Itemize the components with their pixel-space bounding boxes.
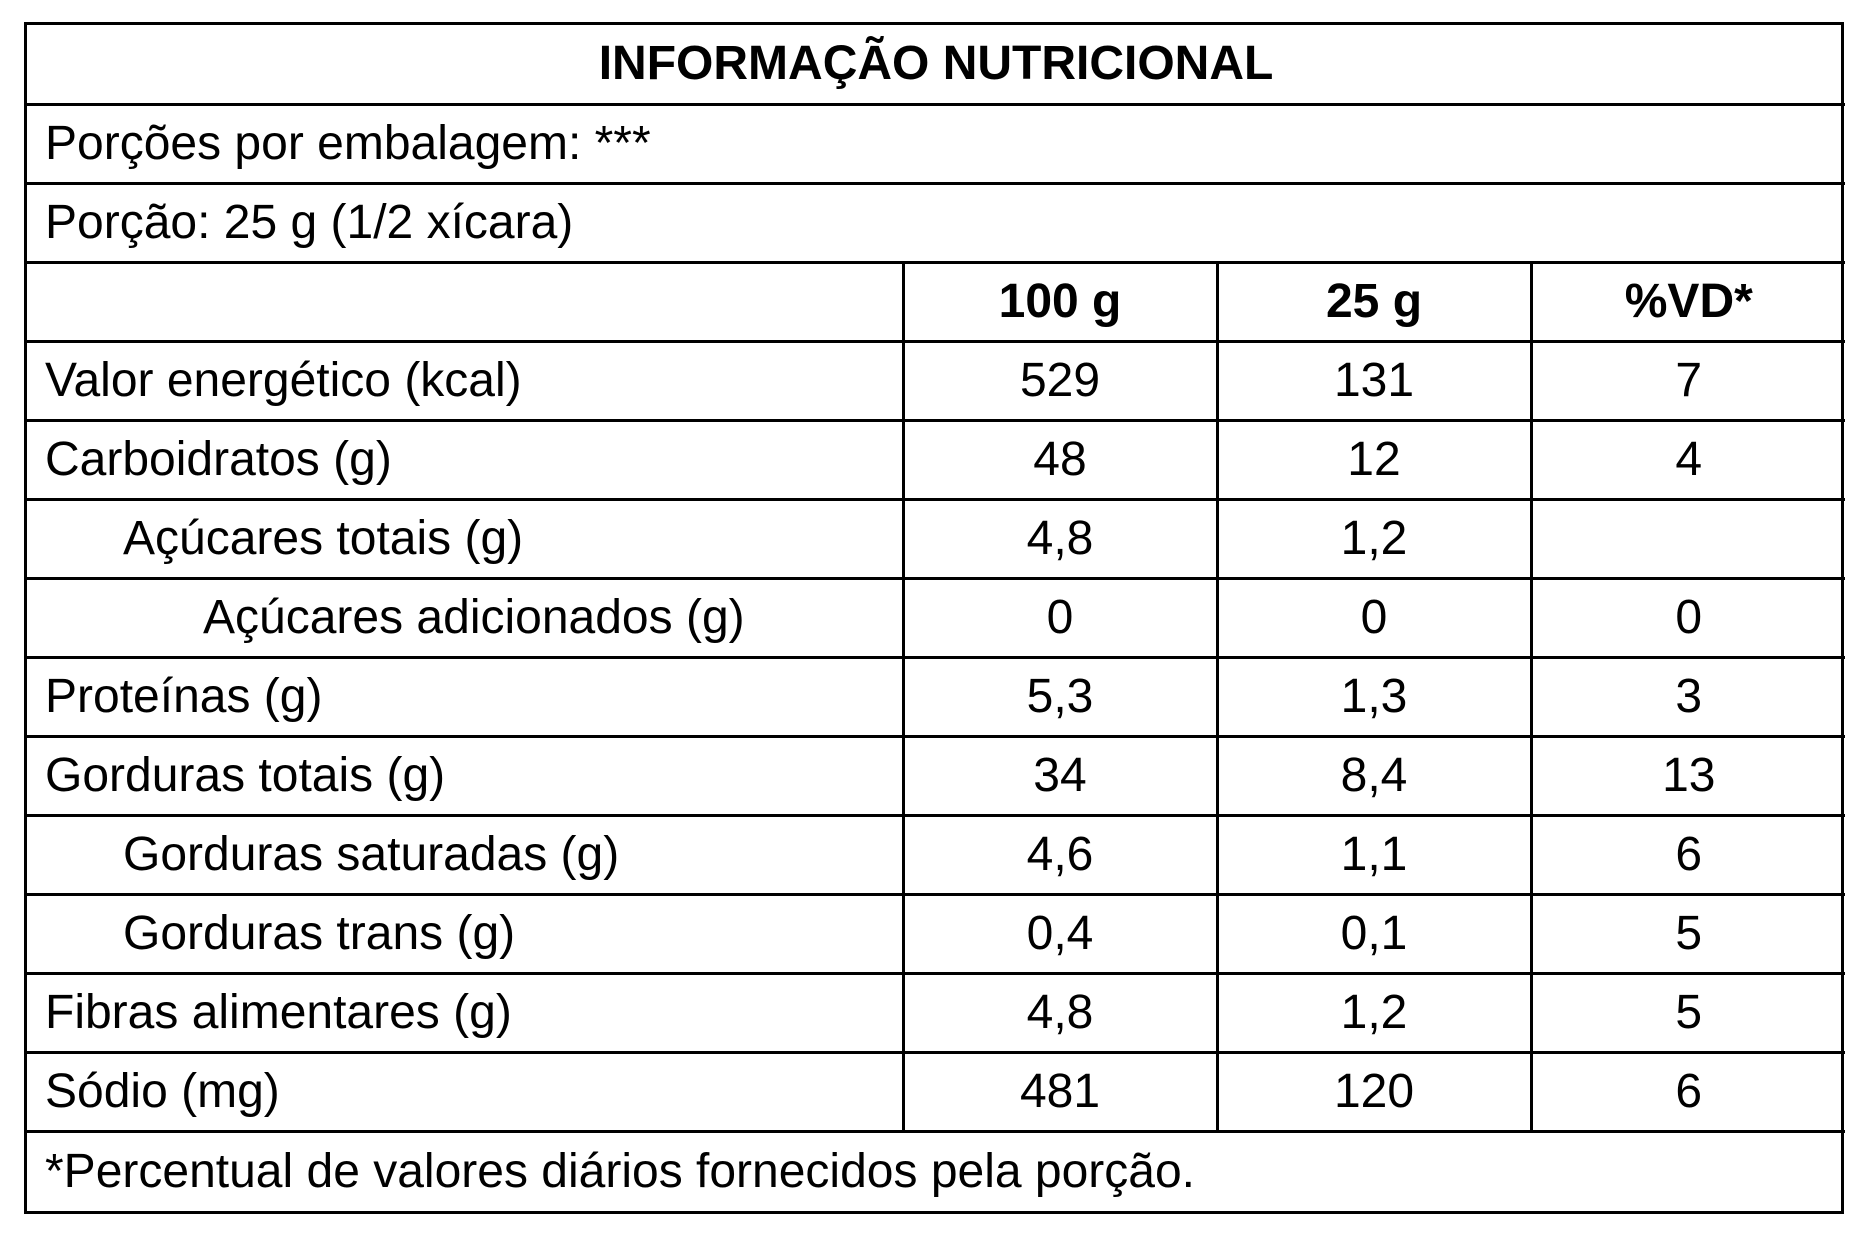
nutrient-label: Valor energético (kcal) (27, 339, 905, 422)
value-per-serving: 1,2 (1215, 972, 1533, 1055)
serving-size: Porção: 25 g (1/2 xícara) (27, 181, 1846, 264)
value-per-serving: 0 (1215, 576, 1533, 660)
nutrient-label: Açúcares totais (g) (27, 497, 905, 580)
table-row: Açúcares adicionados (g) 0 0 0 (27, 576, 1846, 660)
value-per-100g: 4,8 (901, 972, 1219, 1055)
value-daily-percent: 6 (1529, 1051, 1846, 1134)
table-row: Açúcares totais (g) 4,8 1,2 (27, 497, 1846, 580)
value-per-100g: 529 (901, 339, 1219, 422)
table-row: Proteínas (g) 5,3 1,3 3 (27, 655, 1846, 739)
nutrient-label: Proteínas (g) (27, 655, 905, 739)
value-daily-percent: 7 (1529, 339, 1846, 422)
value-per-serving: 12 (1215, 418, 1533, 501)
value-per-serving: 1,2 (1215, 497, 1533, 580)
value-per-serving: 131 (1215, 339, 1533, 422)
value-per-100g: 0 (901, 576, 1219, 660)
header-daily-value: %VD* (1529, 260, 1846, 343)
table-row: Gorduras totais (g) 34 8,4 13 (27, 735, 1846, 818)
value-per-100g: 34 (901, 735, 1219, 818)
table-row: Fibras alimentares (g) 4,8 1,2 5 (27, 972, 1846, 1055)
value-per-serving: 1,3 (1215, 655, 1533, 739)
table-row: Carboidratos (g) 48 12 4 (27, 418, 1846, 501)
nutrient-label: Gorduras saturadas (g) (27, 814, 905, 897)
value-daily-percent: 0 (1529, 576, 1846, 660)
footnote-row: *Percentual de valores diários fornecido… (27, 1130, 1846, 1211)
title-row: INFORMAÇÃO NUTRICIONAL (27, 25, 1846, 106)
nutrient-label: Açúcares adicionados (g) (27, 576, 905, 660)
value-per-serving: 1,1 (1215, 814, 1533, 897)
value-daily-percent: 5 (1529, 893, 1846, 976)
footnote: *Percentual de valores diários fornecido… (27, 1130, 1846, 1211)
table-row: Gorduras saturadas (g) 4,6 1,1 6 (27, 814, 1846, 897)
header-per-100g: 100 g (901, 260, 1219, 343)
value-per-100g: 481 (901, 1051, 1219, 1134)
value-per-serving: 8,4 (1215, 735, 1533, 818)
value-per-100g: 4,6 (901, 814, 1219, 897)
nutrition-facts-table: INFORMAÇÃO NUTRICIONAL Porções por embal… (27, 25, 1846, 1211)
servings-per-package: Porções por embalagem: *** (27, 102, 1846, 185)
header-blank-cell (27, 260, 905, 343)
value-per-100g: 48 (901, 418, 1219, 501)
value-daily-percent: 4 (1529, 418, 1846, 501)
table-title: INFORMAÇÃO NUTRICIONAL (27, 25, 1846, 106)
value-per-serving: 120 (1215, 1051, 1533, 1134)
value-per-serving: 0,1 (1215, 893, 1533, 976)
value-per-100g: 5,3 (901, 655, 1219, 739)
nutrition-facts-panel: INFORMAÇÃO NUTRICIONAL Porções por embal… (24, 22, 1846, 1214)
servings-row: Porções por embalagem: *** (27, 102, 1846, 185)
value-per-100g: 4,8 (901, 497, 1219, 580)
serving-size-row: Porção: 25 g (1/2 xícara) (27, 181, 1846, 264)
value-daily-percent: 3 (1529, 655, 1846, 739)
value-per-100g: 0,4 (901, 893, 1219, 976)
value-daily-percent (1529, 497, 1846, 580)
table-row: Valor energético (kcal) 529 131 7 (27, 339, 1846, 422)
nutrient-label: Gorduras totais (g) (27, 735, 905, 818)
nutrient-label: Gorduras trans (g) (27, 893, 905, 976)
column-header-row: 100 g 25 g %VD* (27, 260, 1846, 343)
value-daily-percent: 13 (1529, 735, 1846, 818)
nutrient-label: Fibras alimentares (g) (27, 972, 905, 1055)
table-row: Sódio (mg) 481 120 6 (27, 1051, 1846, 1134)
nutrient-label: Sódio (mg) (27, 1051, 905, 1134)
nutrient-label: Carboidratos (g) (27, 418, 905, 501)
header-per-serving: 25 g (1215, 260, 1533, 343)
table-row: Gorduras trans (g) 0,4 0,1 5 (27, 893, 1846, 976)
value-daily-percent: 5 (1529, 972, 1846, 1055)
value-daily-percent: 6 (1529, 814, 1846, 897)
